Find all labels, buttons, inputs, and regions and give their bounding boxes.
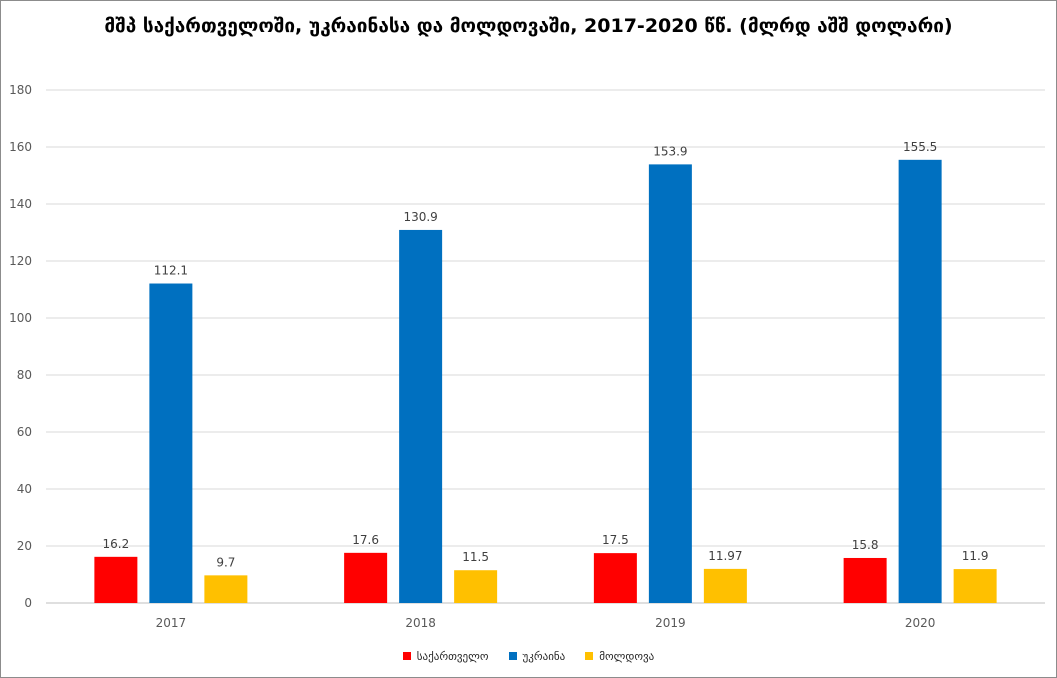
data-label: 112.1 [154,264,188,278]
data-label: 9.7 [216,555,235,569]
y-tick-label: 140 [9,197,32,211]
legend: საქართველო უკრაინა მოლდოვა [0,646,1057,666]
y-tick-label: 180 [9,83,32,97]
bar [898,159,942,603]
y-tick-label: 100 [9,311,32,325]
x-tick-label: 2019 [655,616,686,630]
x-tick-label: 2018 [405,616,436,630]
data-label: 17.5 [602,533,629,547]
x-tick-label: 2020 [905,616,936,630]
bar [953,569,997,603]
data-label: 11.5 [462,550,489,564]
legend-item-georgia: საქართველო [402,649,489,663]
x-tick-label: 2017 [156,616,187,630]
y-tick-label: 160 [9,140,32,154]
bar [399,229,443,603]
data-label: 16.2 [103,537,130,551]
y-tick-label: 80 [17,368,32,382]
bar [454,570,498,603]
legend-swatch-moldova [585,652,594,660]
legend-swatch-ukraine [508,652,517,660]
bar [94,556,138,603]
y-tick-label: 120 [9,254,32,268]
data-label: 11.9 [962,549,989,563]
legend-label-georgia: საქართველო [416,649,489,663]
y-tick-label: 60 [17,425,32,439]
legend-item-moldova: მოლდოვა [585,650,654,663]
y-tick-label: 40 [17,482,32,496]
chart-title: მშპ საქართველოში, უკრაინასა და მოლდოვაში… [104,15,953,37]
legend-label-moldova: მოლდოვა [599,649,655,663]
y-tick-label: 0 [24,596,32,610]
y-tick-label: 20 [17,539,32,553]
bar [149,283,193,603]
legend-item-ukraine: უკრაინა [508,649,566,663]
data-label: 153.9 [653,144,687,158]
data-label: 17.6 [352,533,379,547]
legend-swatch-georgia [402,652,411,660]
data-label: 155.5 [903,140,937,154]
bar [593,553,637,603]
data-label: 15.8 [852,538,879,552]
data-label: 11.97 [708,549,742,563]
legend-label-ukraine: უკრაინა [522,649,566,663]
bar-chart-plot: 0 20 40 60 80 100 120 140 160 180 16.2 112.1 9.7 2017… [9,83,1045,630]
bar [843,557,887,603]
bar [344,552,388,603]
bar [703,568,747,603]
bar [648,164,692,603]
bar [204,575,248,603]
data-label: 130.9 [403,210,437,224]
